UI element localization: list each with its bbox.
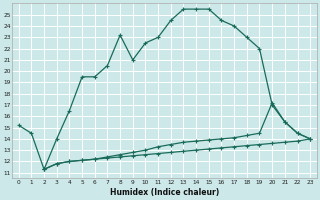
X-axis label: Humidex (Indice chaleur): Humidex (Indice chaleur) <box>110 188 219 197</box>
